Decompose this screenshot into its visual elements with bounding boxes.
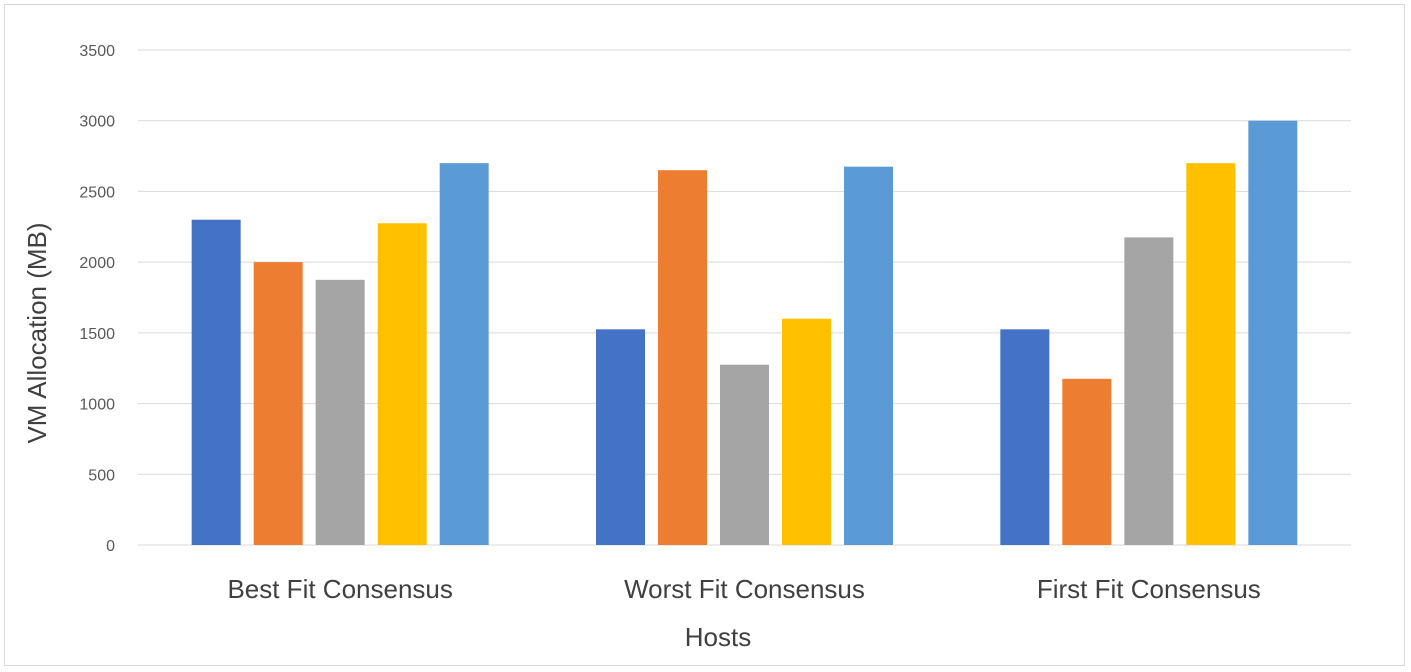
- bar: [658, 170, 707, 545]
- y-tick-label: 2000: [79, 255, 115, 272]
- x-category-label: Best Fit Consensus: [227, 574, 452, 604]
- bar: [1124, 237, 1174, 545]
- bar: [1186, 163, 1236, 545]
- bar: [1000, 329, 1050, 545]
- bar: [844, 166, 893, 545]
- bar: [596, 329, 645, 545]
- bar: [191, 219, 241, 545]
- x-category-label: Worst Fit Consensus: [624, 574, 865, 604]
- bar: [253, 262, 303, 545]
- bar: [782, 318, 831, 545]
- bar: [439, 163, 489, 545]
- bar: [1062, 378, 1112, 545]
- x-axis-categories: Best Fit Consensus Worst Fit Consensus Fir…: [227, 574, 1260, 604]
- y-tick-label: 1000: [79, 397, 115, 414]
- y-tick-label: 1500: [79, 326, 115, 343]
- y-axis-title: VM Allocation (MB): [22, 222, 52, 443]
- bars: [191, 120, 1298, 545]
- y-tick-label: 0: [106, 538, 115, 555]
- y-tick-label: 500: [88, 467, 115, 484]
- bar: [377, 223, 427, 545]
- x-axis-title: Hosts: [685, 622, 751, 652]
- y-axis-ticks: 0 500 1000 1500 2000 2500 3000 3500: [79, 43, 115, 555]
- bar: [720, 364, 769, 545]
- x-category-label: First Fit Consensus: [1037, 574, 1261, 604]
- y-tick-label: 2500: [79, 184, 115, 201]
- y-tick-label: 3000: [79, 114, 115, 131]
- y-tick-label: 3500: [79, 43, 115, 60]
- bar: [315, 279, 365, 545]
- bar: [1248, 120, 1298, 545]
